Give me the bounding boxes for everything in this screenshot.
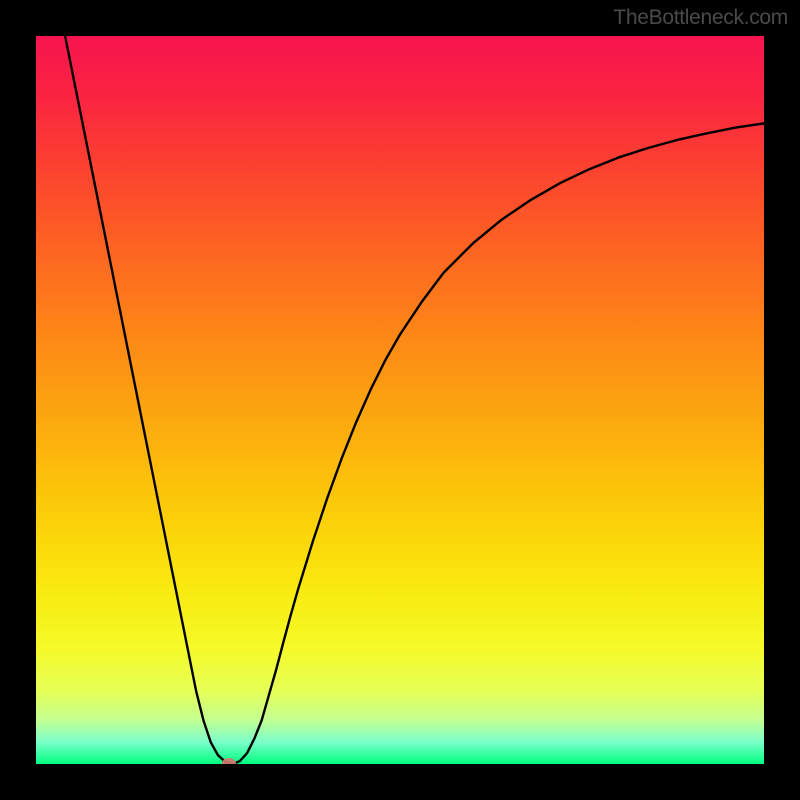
bottleneck-curve (36, 36, 764, 764)
watermark-text: TheBottleneck.com (613, 6, 788, 30)
plot-area (36, 36, 764, 764)
optimum-marker (222, 758, 236, 764)
